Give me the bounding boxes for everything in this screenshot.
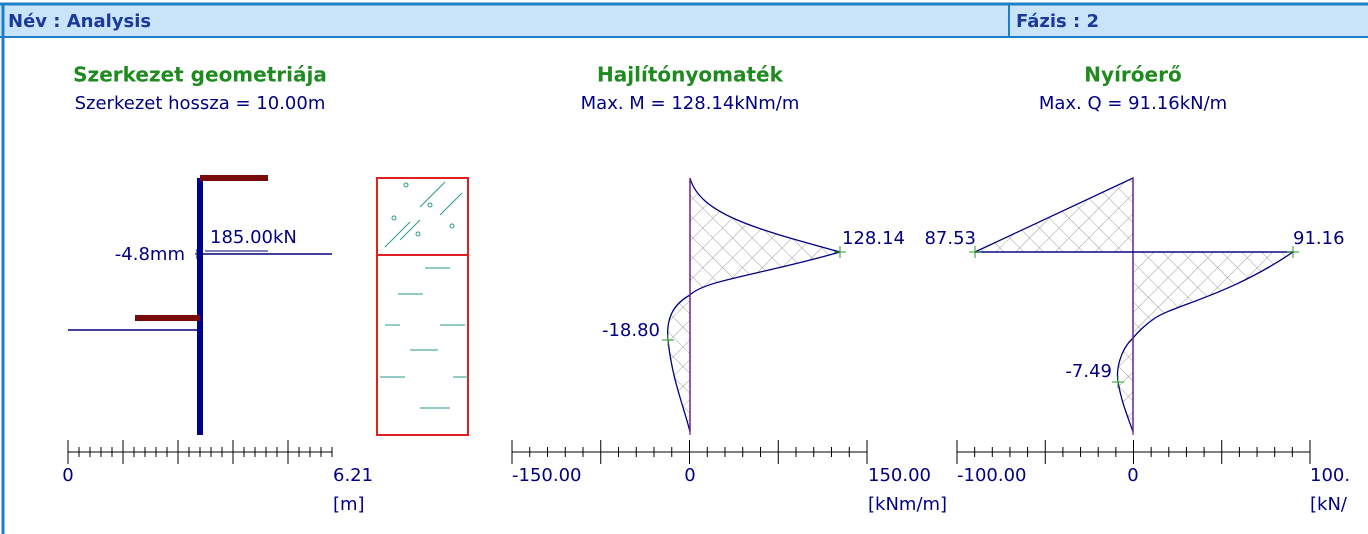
- min-label: -18.80: [602, 320, 660, 341]
- axis-label: 6.21: [333, 465, 373, 486]
- geometry-title: Szerkezet geometriája: [73, 63, 327, 87]
- soil-profile: [376, 177, 469, 436]
- header-bar: [0, 4, 1368, 37]
- header-phase: Fázis : 2: [1016, 11, 1099, 32]
- axis-label: 150.00: [868, 465, 931, 486]
- force-label: 185.00kN: [210, 227, 297, 248]
- shear-title: Nyíróerő: [1084, 63, 1181, 87]
- axis-label: -150.00: [512, 465, 581, 486]
- axis-unit: [kNm/m]: [868, 494, 947, 515]
- max-label: 128.14: [842, 228, 905, 249]
- axis-unit: [kN/: [1310, 494, 1348, 515]
- axis-unit: [m]: [333, 494, 365, 515]
- shear-subtitle: Max. Q = 91.16kN/m: [1039, 93, 1227, 114]
- axis-label: -100.00: [957, 465, 1026, 486]
- min-label: -7.49: [1065, 361, 1112, 382]
- right-label: 91.16: [1293, 228, 1345, 249]
- axis-label: 100.: [1310, 465, 1350, 486]
- geometry-subtitle: Szerkezet hossza = 10.00m: [75, 93, 326, 114]
- axis-label: 0: [62, 465, 73, 486]
- displacement-label: -4.8mm: [115, 244, 185, 265]
- axis-label: 0: [684, 465, 695, 486]
- header-name: Név : Analysis: [8, 11, 151, 32]
- moment-subtitle: Max. M = 128.14kNm/m: [581, 93, 800, 114]
- moment-title: Hajlítónyomaték: [597, 63, 784, 87]
- axis-label: 0: [1127, 465, 1138, 486]
- left-label: 87.53: [924, 228, 976, 249]
